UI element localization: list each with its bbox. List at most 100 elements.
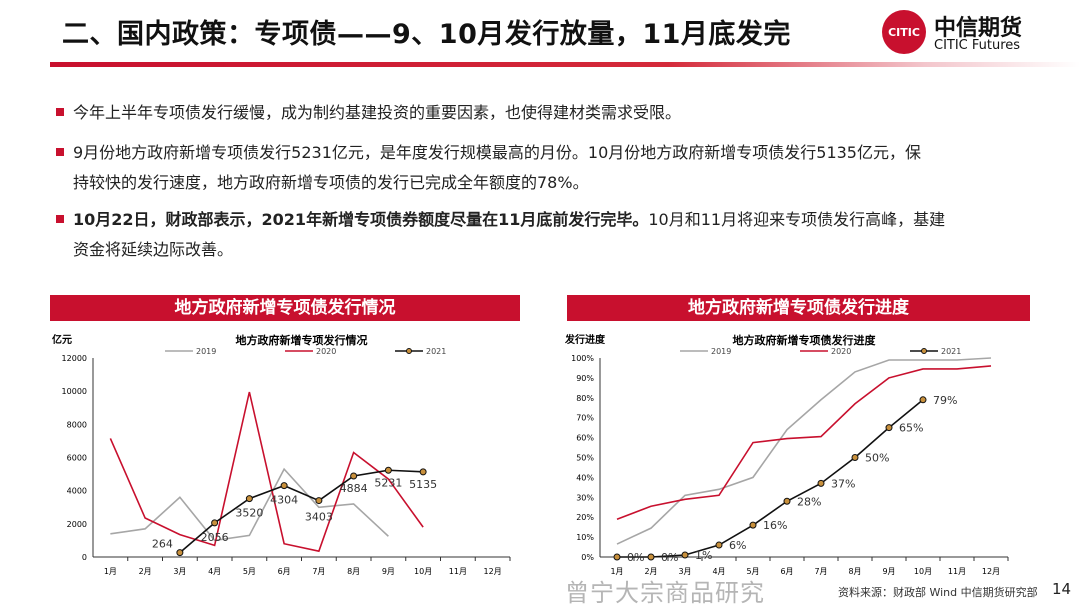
- x-tick-label: 9月: [882, 567, 895, 576]
- x-tick-label: 2月: [644, 567, 657, 576]
- chart-title: 地方政府新增专项债发行进度: [733, 333, 877, 347]
- series-line-2021: [179, 469, 424, 554]
- x-tick-label: 1月: [610, 567, 623, 576]
- legend-label: 2019: [711, 347, 731, 356]
- data-point: [419, 468, 427, 476]
- y-axis-label: 亿元: [52, 333, 72, 346]
- y-tick-label: 40%: [576, 473, 594, 482]
- citic-logo-mark-icon: CITIC: [882, 10, 926, 54]
- y-tick-label: 60%: [576, 434, 594, 443]
- bullet-2: 9月份地方政府新增专项债发行5231亿元，是年度发行规模最高的月份。10月份地方…: [56, 138, 1066, 198]
- data-label: 3403: [305, 511, 333, 524]
- x-tick-label: 8月: [347, 567, 360, 576]
- issuance-chart: 亿元 地方政府新增专项发行情况 0 2000 4000 6000 8000 10000 1200…: [52, 333, 511, 576]
- legend-label: 2019: [196, 347, 216, 356]
- data-point: [749, 521, 757, 529]
- y-tick-label: 90%: [576, 374, 594, 383]
- bullet-square-icon: [56, 108, 64, 116]
- bullet-text: 9月份地方政府新增专项债发行5231亿元，是年度发行规模最高的月份。10月份地方…: [73, 143, 921, 162]
- progress-chart: 发行进度 地方政府新增专项债发行进度 0% 10% 20% 30% 40% 50% 60% 70%…: [565, 333, 1009, 576]
- data-label: 3520: [235, 507, 263, 520]
- data-label: 4884: [340, 482, 368, 495]
- bullet-text: 今年上半年专项债发行缓慢，成为制约基建投资的重要因素，也使得建材类需求受限。: [73, 103, 682, 122]
- legend-item-2021: 2021: [910, 347, 961, 356]
- left-panel-header: 地方政府新增专项债发行情况: [50, 295, 520, 321]
- data-point: [384, 466, 392, 474]
- series-line-2021: [617, 399, 924, 558]
- citic-logo: CITIC 中信期货 CITIC Futures: [882, 10, 1072, 56]
- data-point: [176, 549, 184, 557]
- x-tick-label: 5月: [243, 567, 256, 576]
- legend-item-2020: 2020: [285, 347, 336, 356]
- data-label: 1%: [695, 549, 712, 562]
- watermark: 曾宁大宗商品研究: [565, 579, 765, 607]
- legend-item-2021: 2021: [395, 347, 446, 356]
- data-label: 50%: [865, 452, 889, 465]
- data-point: [715, 541, 723, 549]
- y-tick-label: 8000: [67, 420, 87, 429]
- legend-label: 2021: [426, 347, 446, 356]
- x-tick-label: 3月: [678, 567, 691, 576]
- x-tick-label: 7月: [312, 567, 325, 576]
- x-tick-label: 5月: [746, 567, 759, 576]
- series-line-2020: [109, 391, 424, 553]
- y-tick-label: 0: [82, 553, 87, 562]
- y-tick-label: 2000: [67, 520, 87, 529]
- y-tick-label: 0%: [581, 553, 594, 562]
- series-line-2020: [616, 365, 992, 520]
- data-label: 16%: [763, 519, 787, 532]
- y-tick-label: 100%: [571, 354, 594, 363]
- bullet-text: 10月和11月将迎来专项债发行高峰，基建: [648, 210, 946, 229]
- x-tick-label: 10月: [914, 567, 932, 576]
- logo-en: CITIC Futures: [934, 38, 1021, 53]
- data-point: [851, 454, 859, 461]
- bullet-3: 10月22日，财政部表示，2021年新增专项债券额度尽量在11月底前发行完毕。1…: [56, 205, 1066, 265]
- bullet-square-icon: [56, 215, 64, 223]
- data-label: 37%: [831, 477, 855, 490]
- y-tick-label: 80%: [576, 394, 594, 403]
- data-point: [783, 497, 791, 505]
- bullet-1: 今年上半年专项债发行缓慢，成为制约基建投资的重要因素，也使得建材类需求受限。: [56, 98, 1066, 128]
- x-tick-label: 9月: [382, 567, 395, 576]
- data-point: [647, 553, 655, 561]
- bullet-text-cont: 资金将延续边际改善。: [73, 240, 234, 259]
- data-point: [280, 482, 288, 490]
- x-tick-label: 12月: [484, 567, 502, 576]
- x-tick-label: 12月: [982, 567, 1000, 576]
- x-tick-label: 6月: [780, 567, 793, 576]
- y-tick-label: 6000: [67, 454, 87, 463]
- series-line-2019: [616, 357, 992, 545]
- x-tick-label: 6月: [278, 567, 291, 576]
- data-label: 28%: [797, 495, 821, 508]
- chart-title: 地方政府新增专项发行情况: [236, 333, 368, 347]
- bullet-square-icon: [56, 148, 64, 156]
- x-tick-label: 1月: [104, 567, 117, 576]
- x-tick-label: 11月: [948, 567, 966, 576]
- y-axis-label: 发行进度: [565, 333, 606, 346]
- data-point: [885, 424, 893, 432]
- y-tick-label: 12000: [62, 354, 87, 363]
- page-number: 14: [1052, 580, 1072, 598]
- legend-marker: [406, 348, 412, 354]
- page-title: 二、国内政策：专项债——9、10月发行放量，11月底发完: [62, 19, 791, 50]
- right-panel-header: 地方政府新增专项债发行进度: [567, 295, 1030, 321]
- data-point: [681, 551, 689, 559]
- data-point: [817, 479, 825, 487]
- data-point: [919, 396, 927, 404]
- data-point: [211, 519, 219, 527]
- legend-label: 2020: [831, 347, 851, 356]
- data-label: 0%: [627, 551, 644, 564]
- data-label: 65%: [899, 422, 923, 435]
- x-tick-label: 11月: [449, 567, 467, 576]
- series-line-2019: [110, 467, 389, 542]
- x-tick-label: 3月: [173, 567, 186, 576]
- bullet-bold-text: 10月22日，财政部表示，2021年新增专项债券额度尽量在11月底前发行完毕。: [73, 210, 649, 229]
- data-point: [315, 497, 323, 505]
- data-label: 5231: [374, 476, 402, 489]
- data-point: [613, 553, 621, 561]
- x-tick-label: 4月: [712, 567, 725, 576]
- data-point: [350, 472, 358, 480]
- data-label: 4304: [270, 494, 298, 507]
- data-label: 264: [152, 538, 173, 551]
- source-note: 资料来源：财政部 Wind 中信期货研究部: [838, 586, 1038, 599]
